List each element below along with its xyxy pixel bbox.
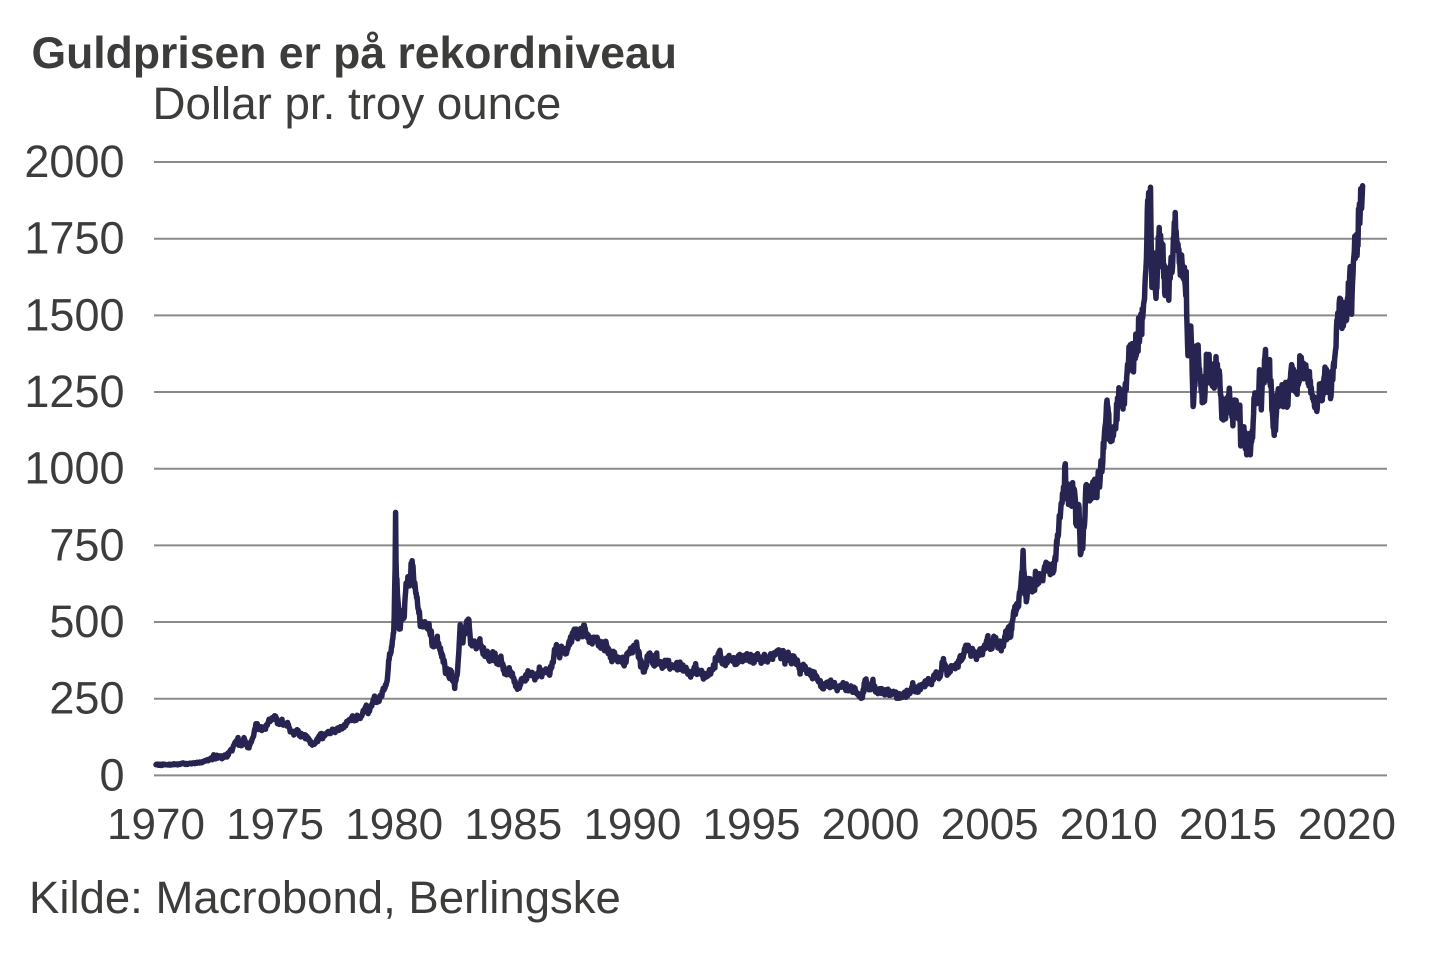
svg-text:750: 750 bbox=[49, 519, 124, 570]
svg-text:Dollar pr. troy ounce: Dollar pr. troy ounce bbox=[153, 78, 562, 129]
svg-text:1995: 1995 bbox=[703, 800, 801, 849]
svg-text:1985: 1985 bbox=[464, 800, 562, 849]
svg-text:500: 500 bbox=[49, 596, 124, 647]
svg-text:2000: 2000 bbox=[24, 136, 124, 187]
svg-text:2010: 2010 bbox=[1060, 800, 1158, 849]
svg-text:2005: 2005 bbox=[941, 800, 1039, 849]
svg-text:1500: 1500 bbox=[24, 289, 124, 340]
svg-text:2020: 2020 bbox=[1298, 800, 1396, 849]
svg-text:250: 250 bbox=[49, 673, 124, 724]
svg-text:1980: 1980 bbox=[345, 800, 443, 849]
svg-text:1750: 1750 bbox=[24, 213, 124, 264]
svg-text:Guldprisen er på rekordniveau: Guldprisen er på rekordniveau bbox=[32, 29, 677, 78]
svg-text:2000: 2000 bbox=[822, 800, 920, 849]
svg-text:Kilde: Macrobond, Berlingske: Kilde: Macrobond, Berlingske bbox=[29, 872, 621, 923]
svg-text:1990: 1990 bbox=[583, 800, 681, 849]
svg-text:1250: 1250 bbox=[24, 366, 124, 417]
svg-text:1975: 1975 bbox=[226, 800, 324, 849]
svg-text:1970: 1970 bbox=[107, 800, 205, 849]
svg-text:2015: 2015 bbox=[1179, 800, 1277, 849]
svg-text:1000: 1000 bbox=[24, 443, 124, 494]
svg-text:0: 0 bbox=[99, 749, 124, 800]
